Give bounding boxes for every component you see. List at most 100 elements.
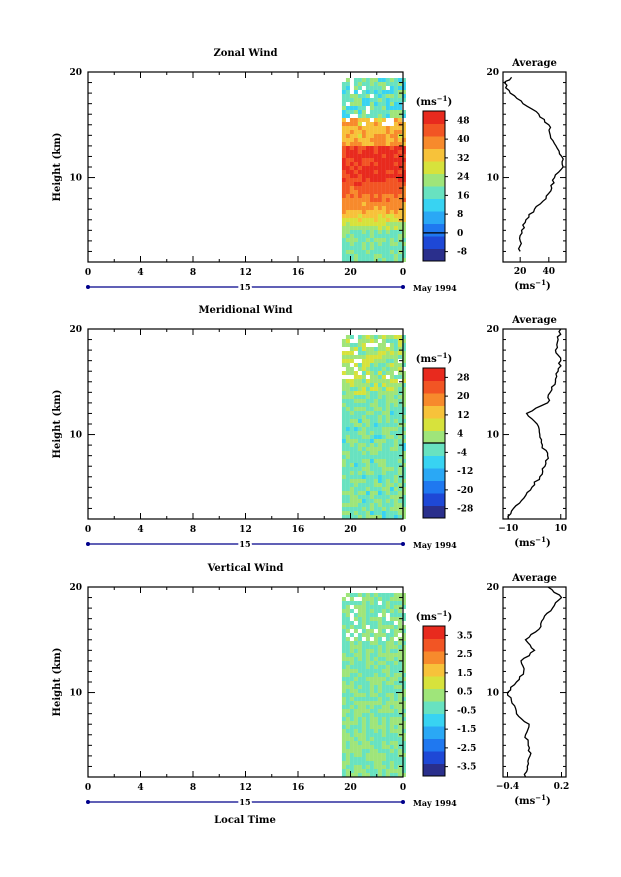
heatmap-cell — [381, 693, 386, 697]
heatmap-cell — [381, 170, 386, 174]
heatmap-cell — [397, 395, 402, 399]
heatmap-cell — [393, 82, 398, 86]
profile-line — [506, 586, 563, 778]
heatmap-cell — [373, 210, 378, 214]
heatmap-cell — [349, 705, 354, 709]
heatmap-cell — [401, 463, 406, 467]
heatmap-cell — [349, 158, 354, 162]
heatmap-cell — [345, 379, 350, 383]
heatmap-cell — [357, 222, 362, 226]
heatmap-cell — [357, 753, 362, 757]
heatmap-cell — [401, 347, 406, 351]
heatmap-cell — [397, 451, 402, 455]
date-label: May 1994 — [413, 540, 457, 550]
heatmap-cell — [381, 625, 386, 629]
heatmap-cell — [373, 383, 378, 387]
heatmap-cell — [381, 218, 386, 222]
heatmap-cell — [397, 230, 402, 234]
heatmap-cell — [373, 685, 378, 689]
heatmap-cell — [389, 625, 394, 629]
profile-x-tick-label: −0.4 — [496, 782, 519, 792]
heatmap-cell — [381, 86, 386, 90]
heatmap-cell — [357, 721, 362, 725]
heatmap-cell — [341, 242, 346, 246]
profile-x-tick-label: 20 — [514, 267, 527, 277]
heatmap-cell — [389, 106, 394, 110]
heatmap-cell — [373, 150, 378, 154]
heatmap-cell — [397, 749, 402, 753]
heatmap-cell — [389, 721, 394, 725]
heatmap-cell — [385, 757, 390, 761]
heatmap-cell — [401, 761, 406, 765]
heatmap-cell — [369, 717, 374, 721]
heatmap-cell — [385, 681, 390, 685]
heatmap-cell — [365, 709, 370, 713]
heatmap-cell — [349, 142, 354, 146]
x-tick-label: 0 — [85, 783, 91, 793]
heatmap-cell — [373, 118, 378, 122]
heatmap-cell — [353, 98, 358, 102]
heatmap-cell — [397, 705, 402, 709]
heatmap-cell — [381, 134, 386, 138]
heatmap-cell — [341, 379, 346, 383]
heatmap-cell — [373, 705, 378, 709]
heatmap-cell — [373, 387, 378, 391]
heatmap-cell — [397, 166, 402, 170]
heatmap-cell — [385, 431, 390, 435]
heatmap-cell — [349, 395, 354, 399]
heatmap-cell — [377, 617, 382, 621]
heatmap-cell — [345, 757, 350, 761]
heatmap-cell — [353, 721, 358, 725]
heatmap-cell — [349, 194, 354, 198]
heatmap-cell — [357, 641, 362, 645]
heatmap-cell — [373, 467, 378, 471]
heatmap-cell — [369, 435, 374, 439]
heatmap-cell — [361, 226, 366, 230]
heatmap-cell — [345, 447, 350, 451]
heatmap-cell — [361, 515, 366, 519]
colorbar-segment — [423, 380, 445, 394]
heatmap-cell — [345, 507, 350, 511]
heatmap-cell — [361, 629, 366, 633]
heatmap-cell — [369, 90, 374, 94]
heatmap-cell — [377, 90, 382, 94]
heatmap-cell — [381, 717, 386, 721]
heatmap-cell — [385, 451, 390, 455]
heatmap-cell — [341, 106, 346, 110]
heatmap-cell — [401, 673, 406, 677]
heatmap-cell — [341, 126, 346, 130]
heatmap-cell — [341, 625, 346, 629]
heatmap-cell — [377, 214, 382, 218]
heatmap-cell — [345, 359, 350, 363]
colorbar-unit-label: (ms−1) — [416, 351, 452, 365]
colorbar-segment — [423, 418, 445, 431]
heatmap-cell — [341, 757, 346, 761]
heatmap-cell — [369, 653, 374, 657]
x-tick-label: 20 — [344, 268, 357, 278]
heatmap-cell — [345, 749, 350, 753]
heatmap-cell — [381, 359, 386, 363]
heatmap-cell — [393, 507, 398, 511]
heatmap-cell — [393, 142, 398, 146]
heatmap-cell — [373, 234, 378, 238]
heatmap-cell — [341, 114, 346, 118]
heatmap-cell — [401, 230, 406, 234]
heatmap-cell — [361, 641, 366, 645]
colorbar-tick-label: 8 — [457, 210, 463, 220]
heatmap-cell — [401, 419, 406, 423]
heatmap-cell — [365, 202, 370, 206]
heatmap-cell — [397, 194, 402, 198]
heatmap-cell — [377, 597, 382, 601]
heatmap-cell — [349, 134, 354, 138]
heatmap-cell — [349, 170, 354, 174]
heatmap-cell — [365, 685, 370, 689]
heatmap-cell — [373, 737, 378, 741]
heatmap-cell — [345, 371, 350, 375]
heatmap-cell — [397, 391, 402, 395]
heatmap-cell — [369, 641, 374, 645]
heatmap-cell — [341, 733, 346, 737]
heatmap-cell — [349, 202, 354, 206]
heatmap-cell — [397, 82, 402, 86]
heatmap-cell — [365, 459, 370, 463]
heatmap-cell — [353, 689, 358, 693]
